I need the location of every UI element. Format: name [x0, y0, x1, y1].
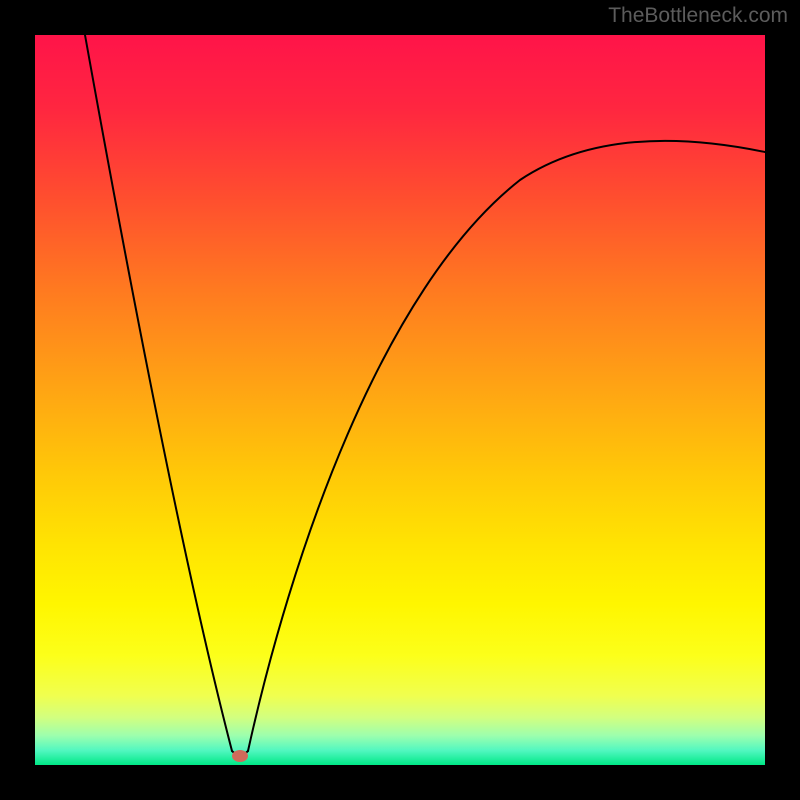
watermark-text: TheBottleneck.com: [608, 4, 788, 28]
chart-container: TheBottleneck.com: [0, 0, 800, 800]
optimum-marker: [232, 750, 248, 762]
plot-background: [35, 35, 765, 765]
bottleneck-curve-plot: [0, 0, 800, 800]
